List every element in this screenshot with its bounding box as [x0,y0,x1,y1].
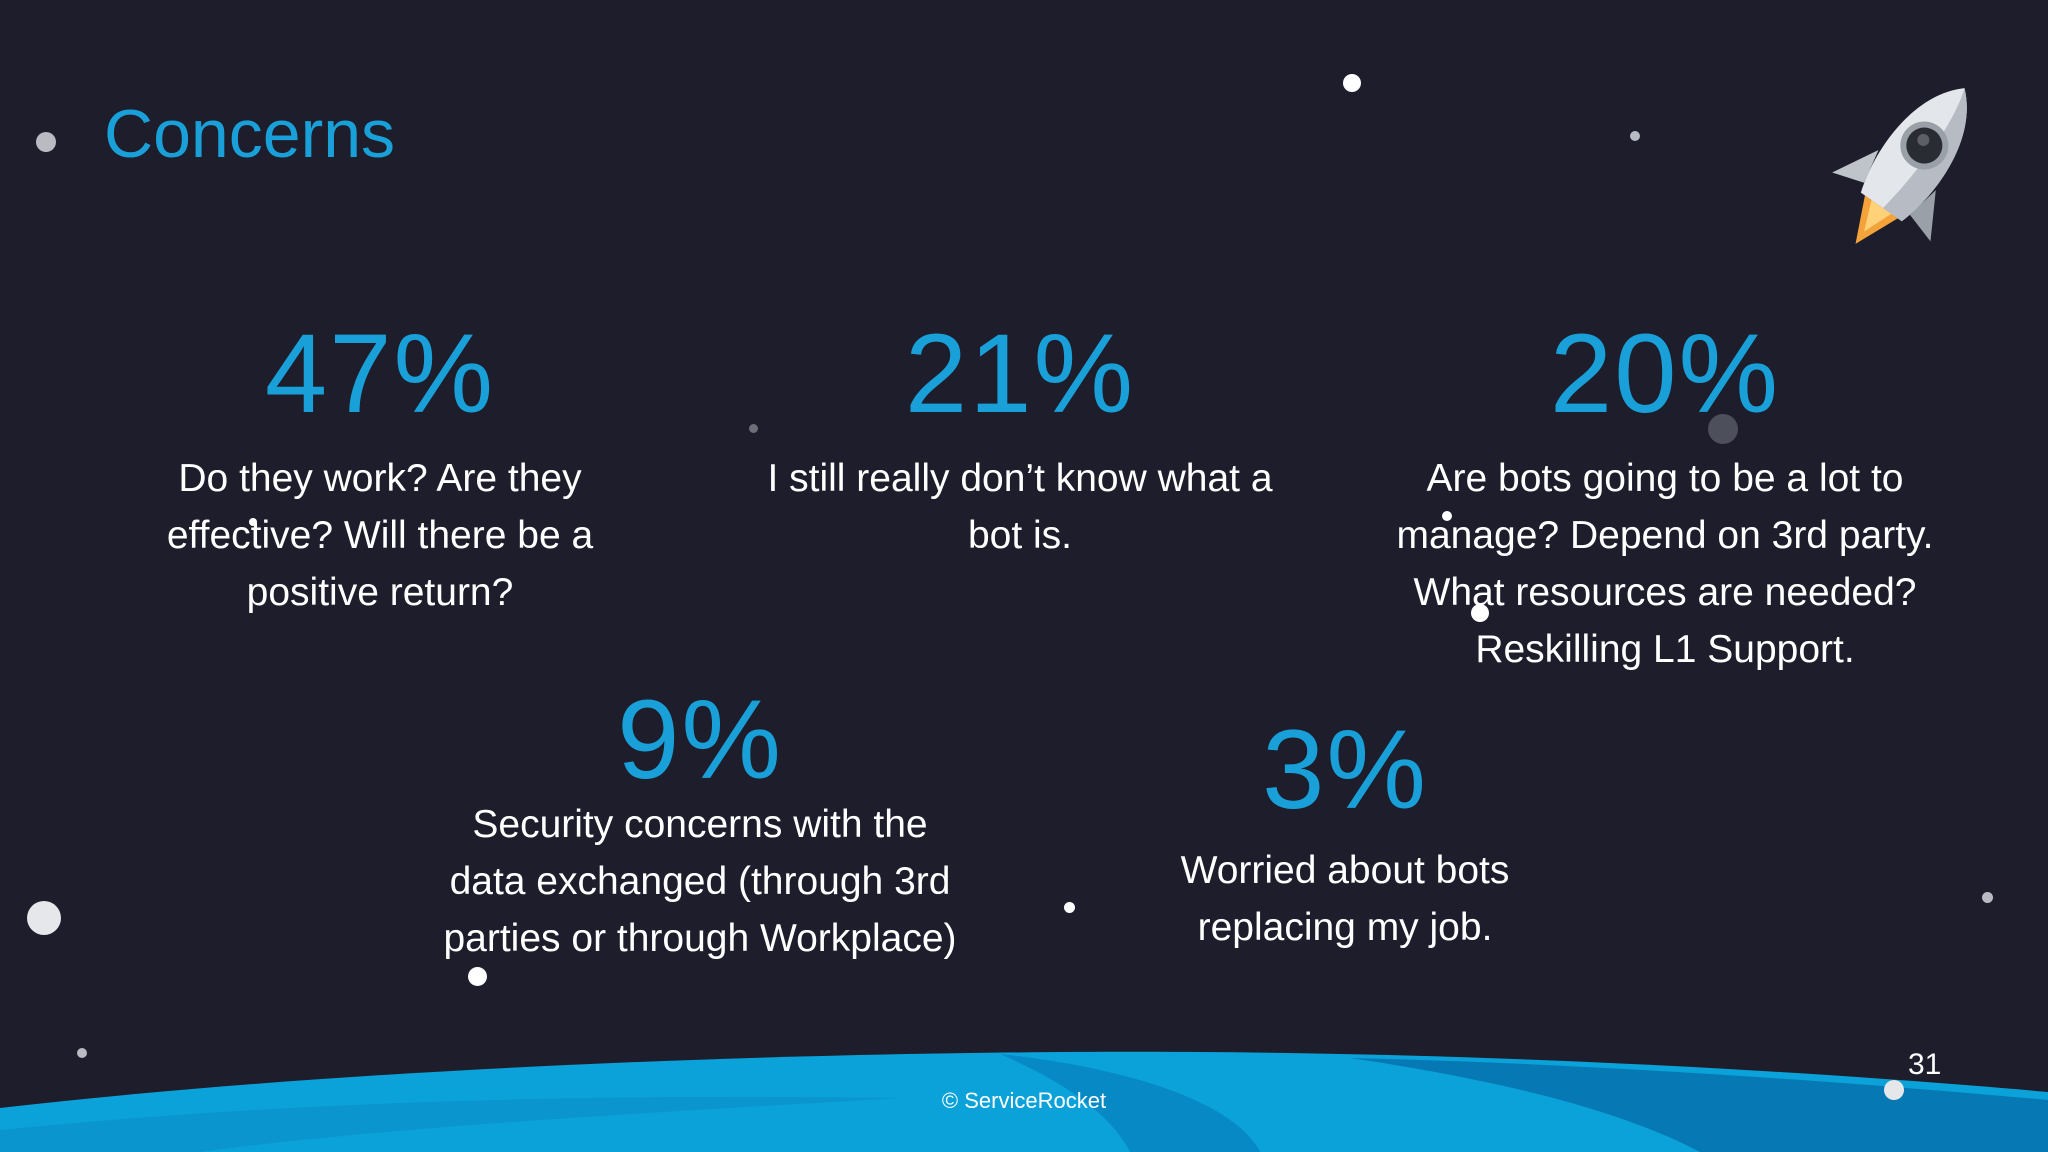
star-dot [1442,511,1452,521]
stat-description: Security concerns with the data exchange… [443,803,957,960]
star-dot [1471,604,1489,622]
page-number: 31 [1908,1048,1942,1081]
rocket-icon [1832,88,1967,244]
star-dot [468,967,487,986]
stat-percent: 3% [1262,707,1428,832]
slide-title: Concerns [104,96,396,172]
footer-copyright: © ServiceRocket [941,1088,1107,1113]
stat-percent: 20% [1549,311,1781,436]
star-dot [1884,1080,1904,1100]
star-dot [36,132,56,152]
stat-description: I still really don’t know what a bot is. [767,457,1273,557]
star-dot [1708,414,1738,444]
stat-percent: 47% [264,311,496,436]
star-dot [1982,892,1993,903]
stat-block-1: 47% Do they work? Are they effective? Wi… [140,318,620,621]
star-dot [749,424,758,433]
star-dot [1343,74,1361,92]
star-dot [249,518,257,526]
stat-block-5: 3% Worried about bots replacing my job. [1080,714,1610,956]
stat-percent: 21% [904,311,1136,436]
stat-description: Worried about bots replacing my job. [1180,849,1510,949]
star-dot [1630,131,1640,141]
stat-block-4: 9% Security concerns with the data excha… [420,684,980,967]
star-dot [77,1048,87,1058]
star-dot [27,901,61,935]
stat-block-3: 20% Are bots going to be a lot to manage… [1370,318,1960,678]
stat-block-2: 21% I still really don’t know what a bot… [740,318,1300,564]
stat-percent: 9% [617,677,783,802]
stat-description: Are bots going to be a lot to manage? De… [1396,457,1934,671]
star-dot [1064,902,1075,913]
stat-description: Do they work? Are they effective? Will t… [166,457,594,614]
